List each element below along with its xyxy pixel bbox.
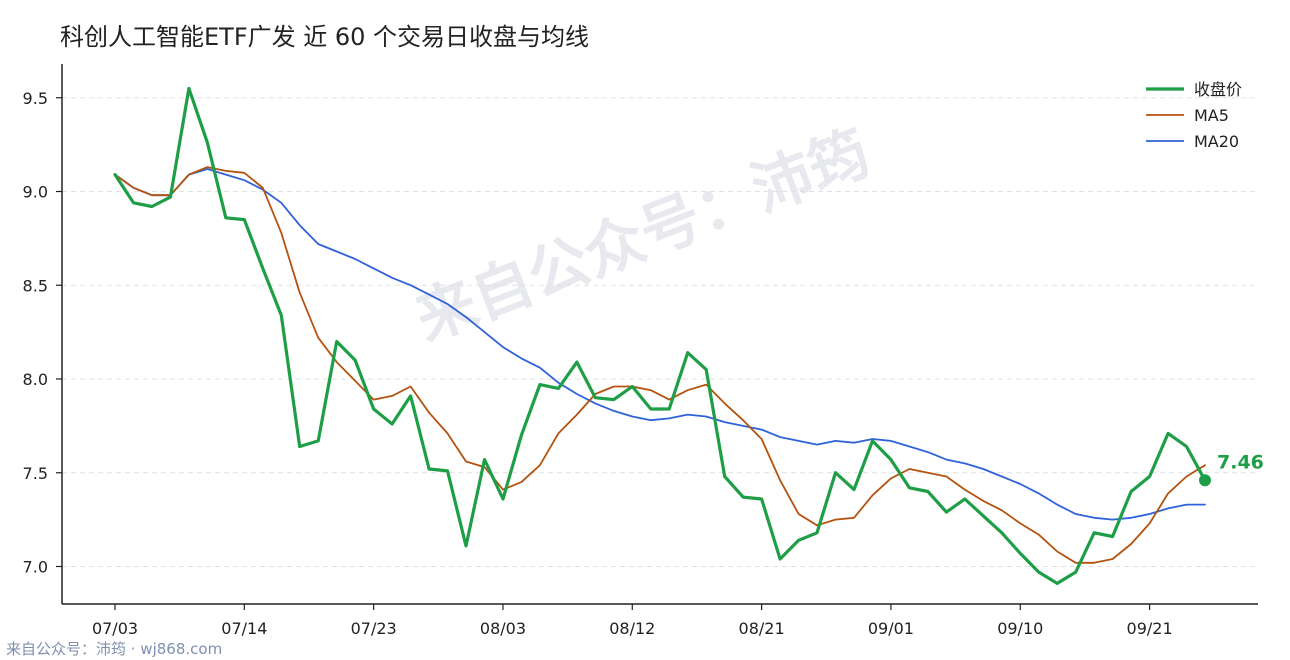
last-point-marker: 7.46 (1199, 451, 1264, 487)
x-tick-label: 08/21 (739, 619, 785, 638)
watermark: 来自公众号：沛筠 (406, 118, 879, 355)
legend: 收盘价 MA5 MA20 (1146, 80, 1242, 151)
chart-title: 科创人工智能ETF广发 近 60 个交易日收盘与均线 (60, 23, 589, 51)
x-tick-label: 07/03 (92, 619, 138, 638)
x-tick-label: 09/01 (868, 619, 914, 638)
gridlines (62, 97, 1258, 567)
legend-label-ma20: MA20 (1194, 132, 1239, 151)
y-tick-label: 8.5 (23, 276, 48, 295)
last-point-dot (1199, 474, 1211, 487)
x-tick-label: 08/03 (480, 619, 526, 638)
series-line-close (113, 86, 1207, 586)
x-tick-label: 08/12 (609, 619, 655, 638)
footer-text: 来自公众号：沛筠 · wj868.com (6, 640, 222, 658)
x-tick-label: 07/14 (221, 619, 267, 638)
y-tick-labels: 7.0 7.5 8.0 8.5 9.0 9.5 (23, 89, 48, 577)
legend-label-close: 收盘价 (1194, 80, 1242, 99)
axes (56, 64, 1258, 610)
y-tick-label: 8.0 (23, 370, 48, 389)
x-tick-label: 09/10 (997, 619, 1043, 638)
y-tick-label: 9.5 (23, 89, 48, 108)
x-tick-labels: 07/03 07/14 07/23 08/03 08/12 08/21 09/01 09/10… (92, 619, 1173, 638)
series-line-ma5 (114, 166, 1206, 564)
x-tick-label: 09/21 (1127, 619, 1173, 638)
y-tick-label: 7.5 (23, 464, 48, 483)
y-tick-label: 7.0 (23, 558, 48, 577)
series-line-ma20 (114, 168, 1206, 521)
x-tick-label: 07/23 (351, 619, 397, 638)
series-lines (113, 86, 1207, 586)
y-tick-label: 9.0 (23, 183, 48, 202)
last-value-label: 7.46 (1217, 451, 1264, 473)
legend-label-ma5: MA5 (1194, 106, 1229, 125)
